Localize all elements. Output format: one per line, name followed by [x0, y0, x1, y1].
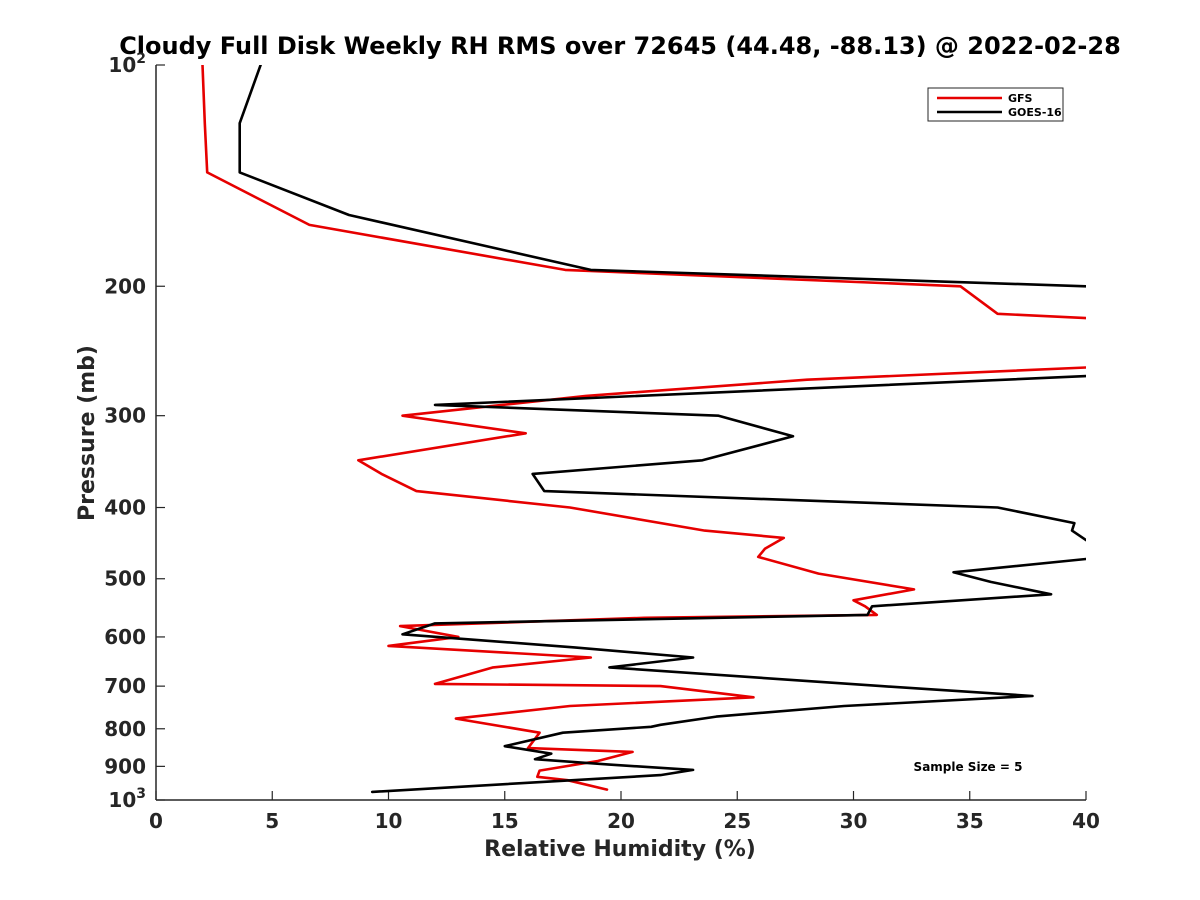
series-line-goes-16: [238, 65, 1086, 794]
series-lines: [201, 65, 1086, 794]
chart-title: Cloudy Full Disk Weekly RH RMS over 7264…: [119, 32, 1121, 60]
legend-label-goes-16: GOES-16: [1008, 106, 1062, 119]
legend-label-gfs: GFS: [1008, 92, 1033, 105]
x-tick-label: 10: [375, 809, 403, 833]
legend-box: [927, 87, 1064, 122]
series-line-gfs: [201, 65, 1086, 791]
x-tick-label: 35: [956, 809, 984, 833]
x-tick-label: 30: [840, 809, 868, 833]
y-tick-label: 700: [104, 674, 146, 698]
x-tick-label: 25: [723, 809, 751, 833]
y-tick-label: 300: [104, 404, 146, 428]
y-tick-label: 103: [108, 786, 146, 812]
plot-area: 0 5 10 15 20 25 30 35 40 102 200 300 400 500 600 700 800…: [104, 51, 1100, 833]
y-axis-label: Pressure (mb): [75, 345, 100, 521]
y-tick-label: 900: [104, 754, 146, 778]
x-tick-label: 40: [1072, 809, 1100, 833]
x-axis-label: Relative Humidity (%): [484, 837, 756, 862]
sample-size-annotation: Sample Size = 5: [914, 760, 1023, 774]
y-tick-label: 800: [104, 717, 146, 741]
y-tick-label: 500: [104, 567, 146, 591]
x-tick-label: 0: [149, 809, 163, 833]
x-tick-label: 5: [265, 809, 279, 833]
y-tick-label: 600: [104, 625, 146, 649]
y-tick-label: 400: [104, 496, 146, 520]
x-tick-label: 15: [491, 809, 519, 833]
x-tick-label: 20: [607, 809, 635, 833]
y-tick-label: 102: [108, 51, 146, 77]
y-tick-label: 200: [104, 274, 146, 298]
